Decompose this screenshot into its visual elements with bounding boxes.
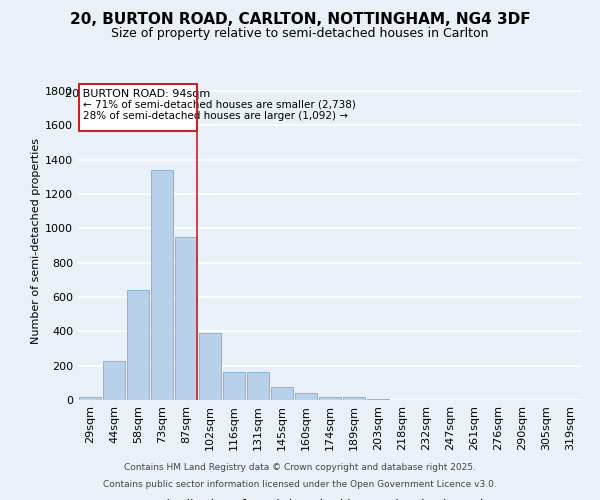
- Bar: [79, 396, 101, 400]
- Text: Contains public sector information licensed under the Open Government Licence v3: Contains public sector information licen…: [103, 480, 497, 489]
- Text: ← 71% of semi-detached houses are smaller (2,738): ← 71% of semi-detached houses are smalle…: [83, 100, 355, 110]
- Bar: [247, 372, 269, 400]
- Text: Size of property relative to semi-detached houses in Carlton: Size of property relative to semi-detach…: [111, 28, 489, 40]
- X-axis label: Distribution of semi-detached houses by size in Carlton: Distribution of semi-detached houses by …: [157, 498, 503, 500]
- Text: Contains HM Land Registry data © Crown copyright and database right 2025.: Contains HM Land Registry data © Crown c…: [124, 464, 476, 472]
- Text: 20, BURTON ROAD, CARLTON, NOTTINGHAM, NG4 3DF: 20, BURTON ROAD, CARLTON, NOTTINGHAM, NG…: [70, 12, 530, 28]
- Bar: [175, 237, 197, 400]
- Bar: [79, 84, 197, 130]
- Bar: [319, 396, 341, 400]
- Y-axis label: Number of semi-detached properties: Number of semi-detached properties: [31, 138, 41, 344]
- Bar: [295, 393, 317, 400]
- Bar: [271, 387, 293, 400]
- Bar: [223, 372, 245, 400]
- Bar: [199, 333, 221, 400]
- Text: 20 BURTON ROAD: 94sqm: 20 BURTON ROAD: 94sqm: [65, 89, 211, 99]
- Bar: [127, 290, 149, 400]
- Bar: [151, 170, 173, 400]
- Bar: [103, 360, 125, 400]
- Bar: [343, 396, 365, 400]
- Bar: [367, 399, 389, 400]
- Text: 28% of semi-detached houses are larger (1,092) →: 28% of semi-detached houses are larger (…: [83, 111, 347, 121]
